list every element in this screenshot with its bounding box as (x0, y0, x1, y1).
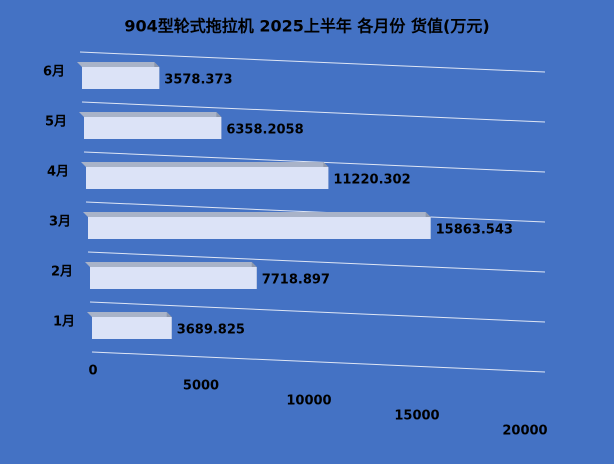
bar (83, 212, 431, 239)
bar-face (90, 267, 257, 289)
bar (79, 112, 222, 139)
bar-top (83, 212, 431, 217)
bar (87, 312, 172, 339)
value-label: 7718.897 (262, 273, 330, 288)
category-divider (87, 251, 546, 273)
category-divider (89, 301, 546, 323)
bar (77, 62, 160, 89)
category-divider (79, 51, 546, 73)
x-tick-label: 10000 (286, 394, 331, 409)
y-tick-label: 3月 (49, 215, 71, 230)
bar-top (87, 312, 172, 317)
x-tick-label: 5000 (183, 379, 219, 394)
value-label: 6358.2058 (226, 123, 303, 138)
y-tick-label: 4月 (47, 165, 69, 180)
bar-face (92, 317, 172, 339)
value-label: 3578.373 (164, 73, 232, 88)
value-label: 11220.302 (333, 173, 410, 188)
value-label: 15863.543 (436, 223, 513, 238)
bar-face (84, 117, 222, 139)
value-label: 3689.825 (177, 323, 245, 338)
x-tick-label: 15000 (394, 409, 439, 424)
bar (85, 262, 257, 289)
y-tick-label: 5月 (45, 115, 67, 130)
bar-top (81, 162, 329, 167)
chart-title: 904型轮式拖拉机 2025上半年 各月份 货值(万元) (124, 17, 489, 36)
y-tick-label: 2月 (51, 265, 73, 280)
bar-face (88, 217, 431, 239)
bar-top (79, 112, 222, 117)
category-divider (91, 351, 546, 373)
bar-face (82, 67, 160, 89)
y-tick-label: 1月 (53, 315, 75, 330)
bar-top (77, 62, 160, 67)
x-tick-label: 20000 (502, 424, 547, 439)
category-divider (81, 101, 546, 123)
y-tick-label: 6月 (43, 65, 65, 80)
bar (81, 162, 329, 189)
bar-top (85, 262, 257, 267)
bar-face (86, 167, 329, 189)
x-tick-label: 0 (88, 364, 97, 379)
